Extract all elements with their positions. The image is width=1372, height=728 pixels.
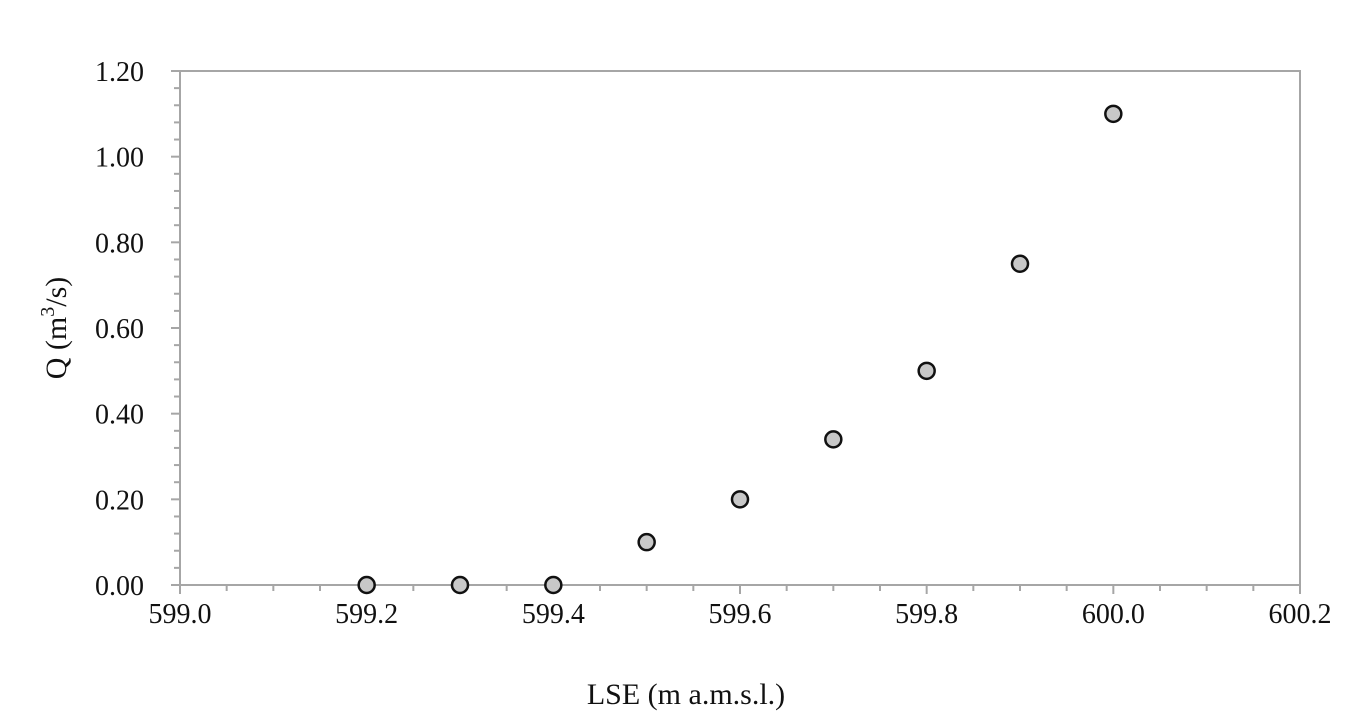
y-minor-ticks bbox=[171, 70, 180, 586]
data-point bbox=[357, 575, 376, 595]
x-tick-label: 600.0 bbox=[1082, 599, 1145, 630]
y-tick-label: 0.20 bbox=[95, 485, 144, 516]
y-tick-label: 1.00 bbox=[95, 143, 144, 174]
y-tick-label: 1.20 bbox=[95, 57, 144, 88]
y-axis-title: Q (m3/s) bbox=[37, 277, 73, 380]
data-point bbox=[637, 532, 656, 552]
data-point bbox=[1104, 104, 1123, 124]
data-point bbox=[824, 430, 843, 449]
x-tick-label: 599.8 bbox=[895, 599, 958, 630]
data-points bbox=[357, 104, 1123, 595]
y-tick-labels: 0.00 0.20 0.40 0.60 0.80 1.00 1.20 bbox=[95, 57, 144, 602]
data-point bbox=[1010, 254, 1030, 273]
y-tick-label: 0.00 bbox=[95, 571, 144, 602]
data-point bbox=[917, 361, 936, 381]
x-tick-label: 599.4 bbox=[522, 599, 585, 630]
y-axis-title-main: Q (m bbox=[40, 317, 73, 380]
y-tick-label: 0.40 bbox=[95, 400, 144, 431]
x-axis-title: LSE (m a.m.s.l.) bbox=[587, 678, 785, 711]
x-tick-label: 600.2 bbox=[1269, 599, 1332, 630]
x-minor-ticks bbox=[179, 585, 1301, 594]
x-tick-label: 599.0 bbox=[149, 599, 212, 630]
y-tick-label: 0.60 bbox=[95, 314, 144, 345]
y-axis-title-superscript: 3 bbox=[37, 307, 59, 317]
data-point bbox=[730, 490, 750, 509]
data-point bbox=[450, 575, 470, 595]
x-tick-label: 599.2 bbox=[335, 599, 398, 630]
y-axis-title-tail: /s) bbox=[40, 277, 73, 307]
x-tick-label: 599.6 bbox=[709, 599, 772, 630]
x-tick-labels: 599.0 599.2 599.4 599.6 599.8 600.0 600.2 bbox=[149, 599, 1332, 630]
data-point bbox=[544, 575, 563, 595]
y-tick-label: 0.80 bbox=[95, 228, 144, 259]
